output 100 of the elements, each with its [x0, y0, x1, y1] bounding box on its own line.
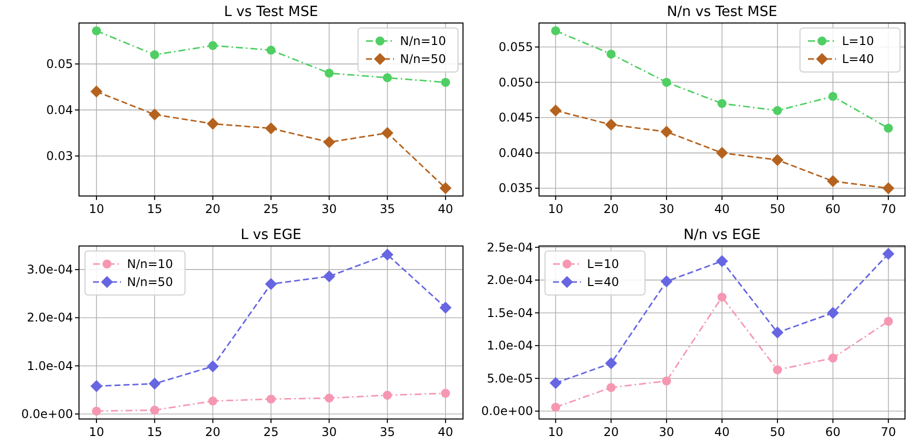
point [150, 406, 160, 415]
x-tick-label: 25 [263, 425, 279, 439]
chart-title: L vs Test MSE [224, 4, 318, 20]
point [265, 278, 277, 290]
x-tick-label: 15 [146, 425, 162, 439]
x-tick-label: 20 [205, 425, 220, 439]
point [206, 360, 219, 372]
legend-label: L=40 [587, 275, 620, 289]
point [381, 126, 394, 139]
x-tick-label: 10 [548, 425, 564, 439]
y-tick-label: 0.035 [498, 181, 533, 196]
x-tick-label: 20 [603, 202, 619, 216]
y-tick-label: 2.5e-04 [486, 240, 533, 254]
point [382, 73, 392, 82]
y-tick-label: 1.0e-04 [486, 338, 533, 353]
x-tick-label: 30 [322, 425, 337, 439]
x-tick-label: 40 [714, 202, 730, 216]
x-tick-label: 10 [88, 425, 104, 439]
y-tick-label: 2.0e-04 [486, 273, 533, 288]
legend-label: N/n=50 [400, 52, 446, 66]
x-tick-label: 15 [146, 202, 162, 216]
x-tick-label: 70 [880, 425, 896, 439]
point [90, 380, 102, 392]
point [150, 50, 160, 60]
chart-title: N/n vs EGE [683, 227, 761, 243]
point [208, 396, 218, 406]
x-tick-label: 25 [263, 202, 279, 216]
x-tick-label: 35 [380, 202, 396, 216]
point [882, 248, 894, 260]
point [551, 26, 560, 36]
point [324, 394, 334, 403]
point [382, 390, 392, 400]
legend-label: L=10 [587, 257, 620, 271]
x-tick-label: 70 [880, 202, 896, 216]
point [441, 388, 450, 398]
y-tick-label: 0.055 [498, 40, 533, 54]
point [884, 316, 893, 326]
point [828, 354, 838, 363]
y-tick-label: 0.045 [498, 110, 533, 125]
y-tick-label: 0.03 [46, 148, 73, 163]
point [324, 68, 334, 78]
y-tick-label: 0.040 [498, 146, 533, 160]
point [148, 108, 161, 121]
point [323, 136, 336, 148]
point [606, 50, 616, 59]
point [716, 255, 728, 268]
point [828, 92, 838, 101]
x-tick-label: 30 [322, 202, 337, 216]
point [92, 26, 101, 36]
point [606, 383, 616, 392]
point [206, 118, 219, 130]
point [660, 275, 673, 288]
y-tick-label: 0.0e+00 [21, 406, 73, 421]
point [323, 270, 336, 282]
x-tick-label: 20 [603, 425, 619, 439]
legend-label: N/n=10 [127, 257, 173, 271]
point [266, 46, 276, 55]
point [381, 248, 394, 261]
point [440, 302, 452, 314]
legend-label: N/n=10 [400, 34, 446, 48]
point [718, 99, 726, 108]
y-tick-label: 0.04 [46, 102, 73, 117]
y-tick-label: 3.0e-04 [26, 262, 73, 277]
x-tick-label: 50 [770, 202, 786, 216]
point [148, 378, 161, 390]
point [440, 182, 452, 194]
point [265, 122, 277, 134]
point [772, 106, 782, 116]
x-tick-label: 10 [548, 202, 564, 216]
point [826, 175, 839, 188]
chart-title: L vs EGE [240, 227, 302, 243]
point [718, 292, 726, 302]
x-tick-label: 10 [88, 202, 104, 216]
y-tick-label: 0.050 [498, 75, 533, 90]
x-tick-label: 50 [770, 425, 786, 439]
y-tick-label: 0.0e+00 [481, 404, 533, 418]
point [771, 326, 784, 338]
x-tick-label: 20 [205, 202, 220, 216]
point [660, 126, 673, 138]
point [771, 154, 784, 166]
point [92, 406, 101, 416]
y-tick-label: 2.0e-04 [26, 310, 73, 325]
point [884, 124, 893, 133]
point [550, 376, 562, 389]
chart-title: N/n vs Test MSE [666, 4, 778, 20]
point [605, 118, 618, 131]
point [882, 182, 894, 194]
x-tick-label: 30 [658, 202, 674, 216]
point [772, 365, 782, 374]
legend-label: L=10 [842, 34, 874, 48]
x-tick-label: 40 [438, 425, 454, 439]
y-tick-label: 1.0e-04 [26, 358, 73, 373]
point [662, 376, 672, 386]
x-tick-label: 40 [714, 425, 730, 439]
point [550, 104, 562, 117]
y-tick-label: 0.05 [46, 56, 73, 71]
x-tick-label: 35 [380, 425, 396, 439]
legend-label: L=40 [842, 52, 874, 66]
legend-label: N/n=50 [127, 275, 173, 289]
x-tick-label: 60 [825, 202, 841, 216]
